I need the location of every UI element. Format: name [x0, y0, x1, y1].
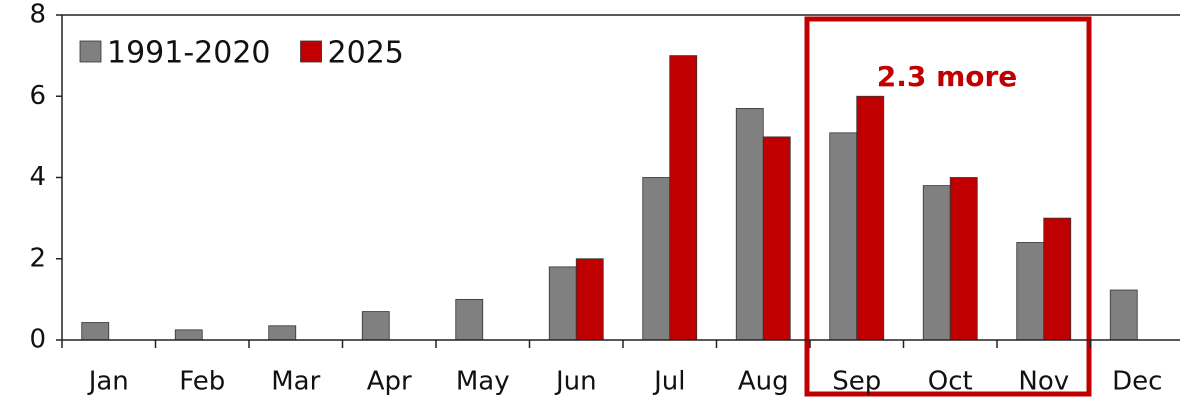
bar	[81, 322, 110, 341]
y-tick-label: 8	[29, 0, 46, 30]
bar	[361, 311, 390, 341]
legend-swatch	[300, 40, 322, 63]
x-tick-label: Aug	[738, 367, 789, 397]
y-tick-label: 6	[29, 81, 46, 111]
bar	[455, 298, 484, 341]
highlight-box	[804, 16, 1092, 397]
x-tick-label: Mar	[271, 367, 320, 397]
x-tick-label: Oct	[928, 367, 973, 397]
bar	[735, 108, 764, 341]
y-tick-label: 2	[29, 243, 46, 273]
bar	[922, 185, 951, 341]
x-tick-label: Jul	[652, 367, 685, 397]
bar	[268, 325, 297, 341]
bar	[949, 177, 978, 341]
x-tick-label: Apr	[367, 367, 412, 397]
bar	[575, 258, 604, 341]
bar	[1109, 289, 1138, 341]
x-tick-label: Dec	[1112, 367, 1162, 397]
legend-swatch	[79, 40, 102, 63]
y-tick-label: 4	[29, 162, 46, 192]
bar	[1043, 217, 1072, 341]
bar	[642, 177, 671, 341]
bar	[762, 136, 791, 341]
bar	[1016, 242, 1045, 341]
bar	[669, 55, 698, 341]
x-tick-label: May	[456, 367, 510, 397]
x-tick-label: Jan	[87, 367, 129, 397]
legend-label: 2025	[328, 36, 404, 71]
legend-label: 1991-2020	[107, 36, 271, 71]
bar	[548, 266, 577, 341]
bar	[829, 132, 858, 341]
bar	[174, 329, 203, 341]
bar	[856, 95, 885, 341]
x-tick-label: Sep	[832, 367, 881, 397]
x-tick-label: Feb	[179, 367, 225, 397]
y-tick-label: 0	[29, 325, 46, 355]
annotation: 2.3 more	[877, 60, 1018, 93]
x-tick-label: Nov	[1018, 367, 1069, 397]
x-tick-label: Jun	[554, 367, 597, 397]
